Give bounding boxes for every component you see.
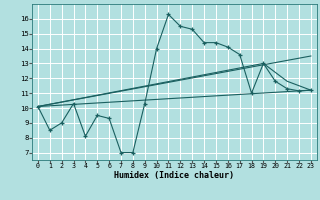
X-axis label: Humidex (Indice chaleur): Humidex (Indice chaleur) [115, 171, 234, 180]
